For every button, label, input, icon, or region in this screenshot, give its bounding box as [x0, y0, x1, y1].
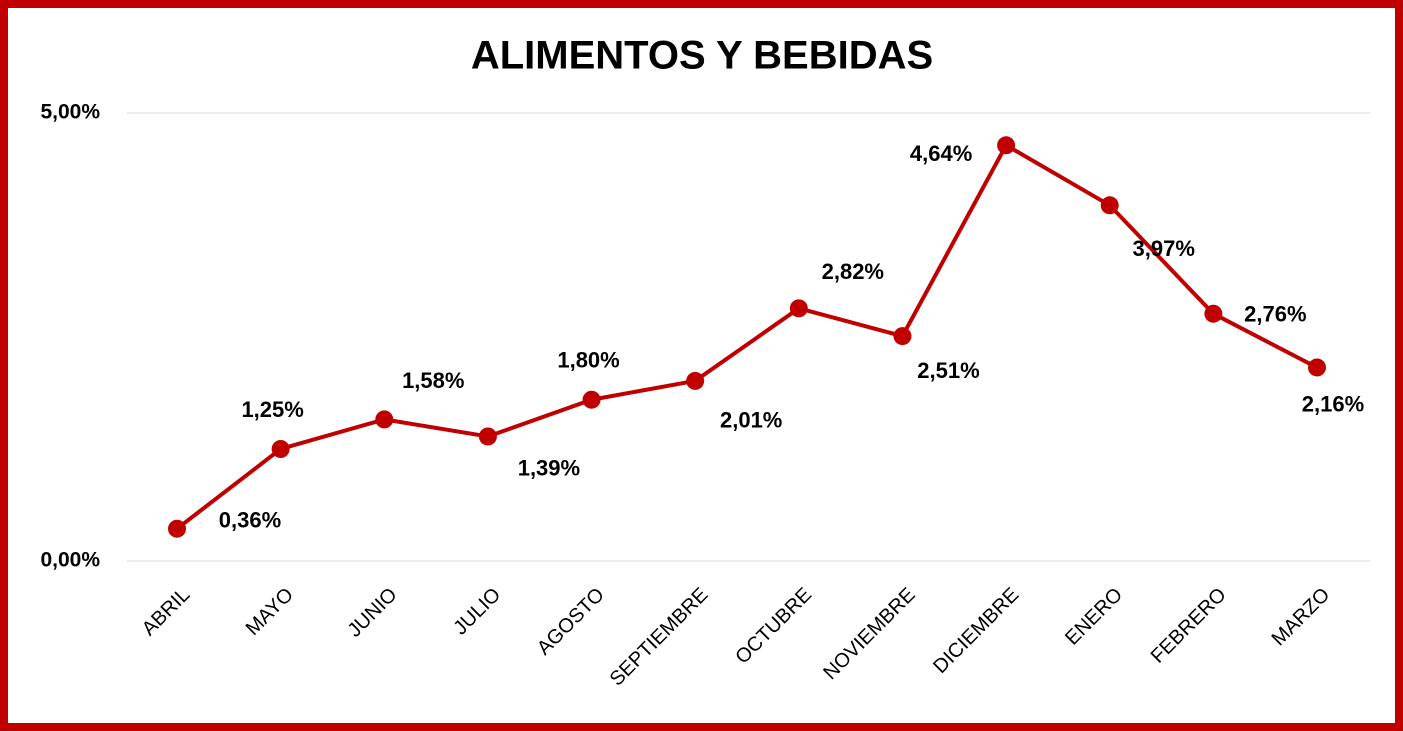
marker	[1204, 304, 1223, 323]
marker	[789, 299, 808, 318]
data-label: 1,25%	[241, 397, 303, 422]
data-label: 0,36%	[219, 508, 281, 533]
y-tick-label: 0,00%	[40, 549, 100, 572]
marker	[1100, 196, 1119, 215]
data-label: 2,16%	[1302, 391, 1364, 416]
marker	[375, 410, 394, 429]
data-label: 1,39%	[518, 455, 580, 480]
y-tick-label: 5,00%	[40, 101, 100, 124]
marker	[686, 371, 705, 390]
marker	[271, 440, 290, 458]
data-label: 2,82%	[822, 259, 884, 284]
data-label: 2,01%	[720, 408, 782, 433]
data-label: 2,51%	[917, 358, 979, 383]
data-label: 2,76%	[1244, 302, 1306, 327]
marker	[582, 390, 601, 409]
marker	[893, 327, 912, 346]
chart-title: ALIMENTOS Y BEBIDAS	[471, 34, 933, 78]
data-label: 1,80%	[557, 348, 619, 373]
data-label: 3,97%	[1133, 236, 1195, 261]
marker	[478, 427, 497, 446]
data-label: 1,58%	[402, 368, 464, 393]
data-label: 4,64%	[910, 141, 972, 166]
marker	[168, 519, 186, 538]
line	[175, 142, 1318, 531]
marker	[1308, 358, 1326, 377]
marker	[997, 136, 1016, 155]
